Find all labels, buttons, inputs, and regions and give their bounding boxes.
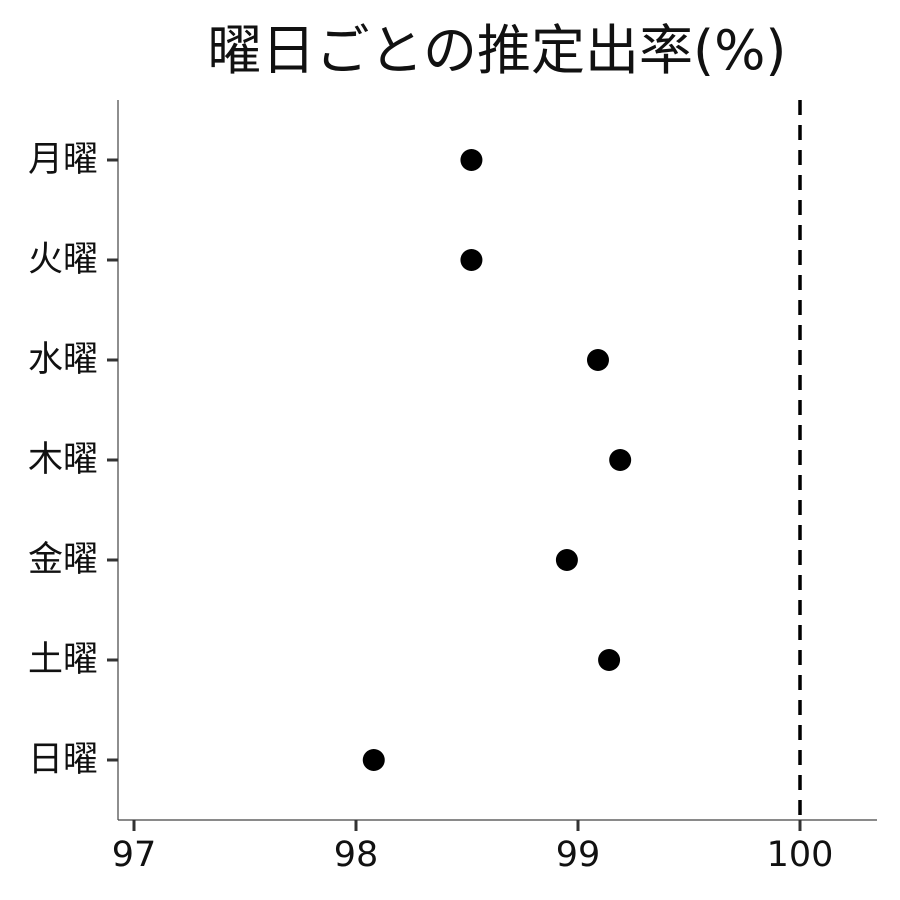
data-point <box>598 649 621 671</box>
axes-group <box>117 100 877 821</box>
y-tick-label: 水曜 <box>28 340 98 380</box>
y-tick-label: 月曜 <box>28 140 98 180</box>
x-tick-label: 98 <box>334 835 379 875</box>
data-point <box>460 249 483 271</box>
y-tick-label: 火曜 <box>28 240 98 280</box>
data-point <box>460 149 483 171</box>
y-tick-label: 金曜 <box>28 540 98 580</box>
data-point <box>555 549 578 571</box>
x-ticks-group: 97 98 99 100 <box>112 820 834 875</box>
y-tick-label: 土曜 <box>28 640 98 680</box>
points-group <box>362 149 632 771</box>
data-point <box>586 349 609 371</box>
data-point <box>609 449 632 471</box>
y-tick-label: 日曜 <box>28 740 98 780</box>
x-tick-label: 100 <box>767 835 834 875</box>
x-tick-label: 97 <box>112 835 157 875</box>
y-tick-label: 木曜 <box>28 440 98 480</box>
chart-title: 曜日ごとの推定出率(%) <box>207 19 787 82</box>
data-point <box>362 749 385 771</box>
x-tick-label: 99 <box>556 835 601 875</box>
